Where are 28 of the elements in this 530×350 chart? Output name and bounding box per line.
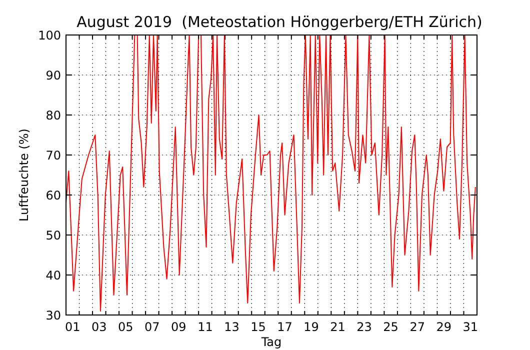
x-tick-label: 25: [383, 320, 398, 334]
y-tick-label: 90: [46, 68, 61, 82]
y-tick-label: 40: [46, 268, 61, 282]
x-tick-label: 15: [250, 320, 266, 334]
x-tick-label: 21: [330, 320, 346, 334]
y-tick-label: 70: [46, 148, 61, 162]
x-tick-label: 01: [64, 320, 80, 334]
y-tick-label: 80: [46, 108, 61, 122]
x-tick-label: 27: [410, 320, 425, 334]
x-tick-label: 19: [304, 320, 319, 334]
y-tick-label: 100: [38, 28, 61, 42]
x-tick-label: 05: [118, 320, 134, 334]
x-tick-label: 31: [462, 320, 478, 334]
x-tick-label: 07: [144, 320, 160, 334]
x-tick-label: 11: [198, 320, 213, 334]
x-axis-title: Tag: [260, 335, 282, 349]
x-tick-label: 17: [277, 320, 292, 334]
x-tick-label: 23: [356, 320, 372, 334]
x-tick-label: 29: [436, 320, 452, 334]
x-tick-label: 09: [171, 320, 186, 334]
y-tick-label: 60: [46, 188, 61, 202]
y-tick-label: 30: [46, 308, 61, 322]
x-tick-label: 03: [92, 320, 107, 334]
chart-title: August 2019 (Meteostation Hönggerberg/ETH Zürich): [76, 13, 482, 31]
line-series: [66, 35, 476, 312]
x-tick-label: 13: [224, 320, 240, 334]
y-tick-label: 50: [46, 228, 61, 242]
y-axis-title: Luftfeuchte (%): [17, 128, 31, 222]
